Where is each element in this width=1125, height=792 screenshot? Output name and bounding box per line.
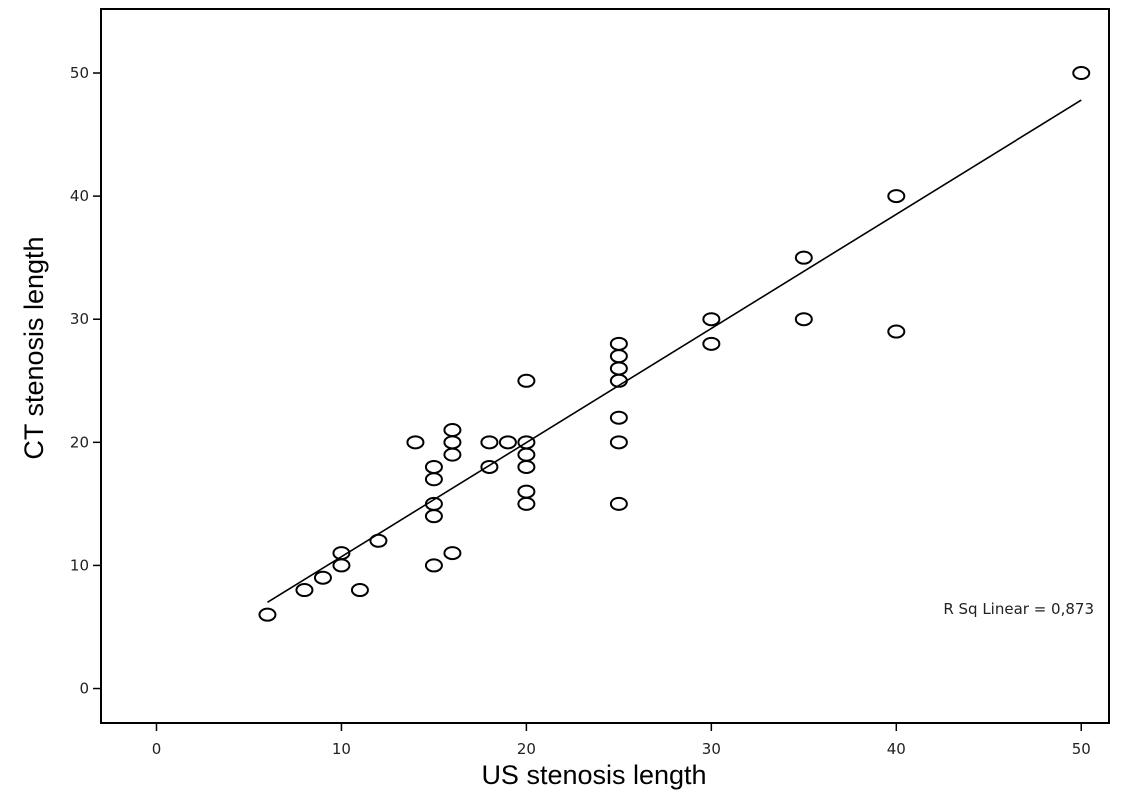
- y-tick-label-10: 10: [70, 556, 89, 574]
- data-point-30: [609, 361, 628, 376]
- r-squared-annotation: R Sq Linear = 0,873: [943, 600, 1094, 618]
- data-point-8: [424, 558, 443, 573]
- data-point-16: [443, 423, 462, 438]
- data-point-3: [332, 558, 351, 573]
- data-point-4: [332, 546, 351, 561]
- data-point-11: [424, 472, 443, 487]
- data-point-18: [480, 435, 499, 450]
- y-tick-label-20: 20: [70, 433, 89, 451]
- data-point-33: [702, 336, 721, 351]
- data-point-14: [443, 447, 462, 462]
- data-point-15: [443, 435, 462, 450]
- data-point-1: [295, 583, 314, 598]
- data-point-22: [517, 459, 536, 474]
- data-point-0: [258, 607, 277, 622]
- data-point-28: [609, 410, 628, 425]
- data-point-36: [794, 250, 813, 265]
- y-axis-title: CT stenosis length: [19, 236, 49, 459]
- y-tick-label-0: 0: [79, 680, 89, 698]
- data-point-12: [424, 459, 443, 474]
- data-point-24: [517, 435, 536, 450]
- data-point-27: [609, 435, 628, 450]
- data-point-7: [406, 435, 425, 450]
- data-point-20: [517, 496, 536, 511]
- data-point-17: [480, 459, 499, 474]
- y-axis: 0 10 20 30 40 50: [70, 64, 101, 698]
- data-point-37: [887, 324, 906, 339]
- regression-line: [267, 99, 1082, 604]
- data-point-34: [702, 312, 721, 327]
- y-tick-label-30: 30: [70, 310, 89, 328]
- data-point-5: [350, 583, 369, 598]
- data-point-25: [517, 373, 536, 388]
- y-tick-label-50: 50: [70, 64, 89, 82]
- data-point-38: [887, 189, 906, 204]
- data-point-35: [794, 312, 813, 327]
- x-axis: 0 10 20 30 40 50: [152, 723, 1091, 758]
- x-tick-label-40: 40: [887, 740, 906, 758]
- data-point-39: [1072, 66, 1091, 81]
- x-axis-title: US stenosis length: [481, 760, 706, 790]
- data-point-32: [609, 336, 628, 351]
- data-point-31: [609, 349, 628, 364]
- data-point-19: [498, 435, 517, 450]
- x-tick-label-0: 0: [152, 740, 162, 758]
- data-points: [258, 66, 1091, 622]
- x-tick-label-10: 10: [332, 740, 351, 758]
- data-point-2: [313, 570, 332, 585]
- data-point-23: [517, 447, 536, 462]
- x-tick-label-30: 30: [702, 740, 721, 758]
- plot-frame: [100, 8, 1110, 724]
- data-point-6: [369, 533, 388, 548]
- data-point-21: [517, 484, 536, 499]
- x-tick-label-50: 50: [1072, 740, 1091, 758]
- data-point-13: [443, 546, 462, 561]
- data-point-10: [424, 496, 443, 511]
- x-tick-label-20: 20: [517, 740, 536, 758]
- y-tick-label-40: 40: [70, 187, 89, 205]
- data-point-9: [424, 509, 443, 524]
- data-point-26: [609, 496, 628, 511]
